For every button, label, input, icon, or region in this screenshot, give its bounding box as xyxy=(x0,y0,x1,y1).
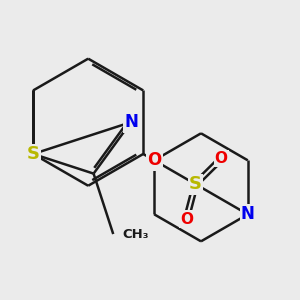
Text: CH₃: CH₃ xyxy=(123,227,149,241)
Text: S: S xyxy=(27,145,40,163)
Text: O: O xyxy=(180,212,193,227)
Text: S: S xyxy=(189,175,202,193)
Text: N: N xyxy=(241,205,255,223)
Text: N: N xyxy=(124,113,138,131)
Text: O: O xyxy=(215,151,228,166)
Text: O: O xyxy=(147,151,161,169)
